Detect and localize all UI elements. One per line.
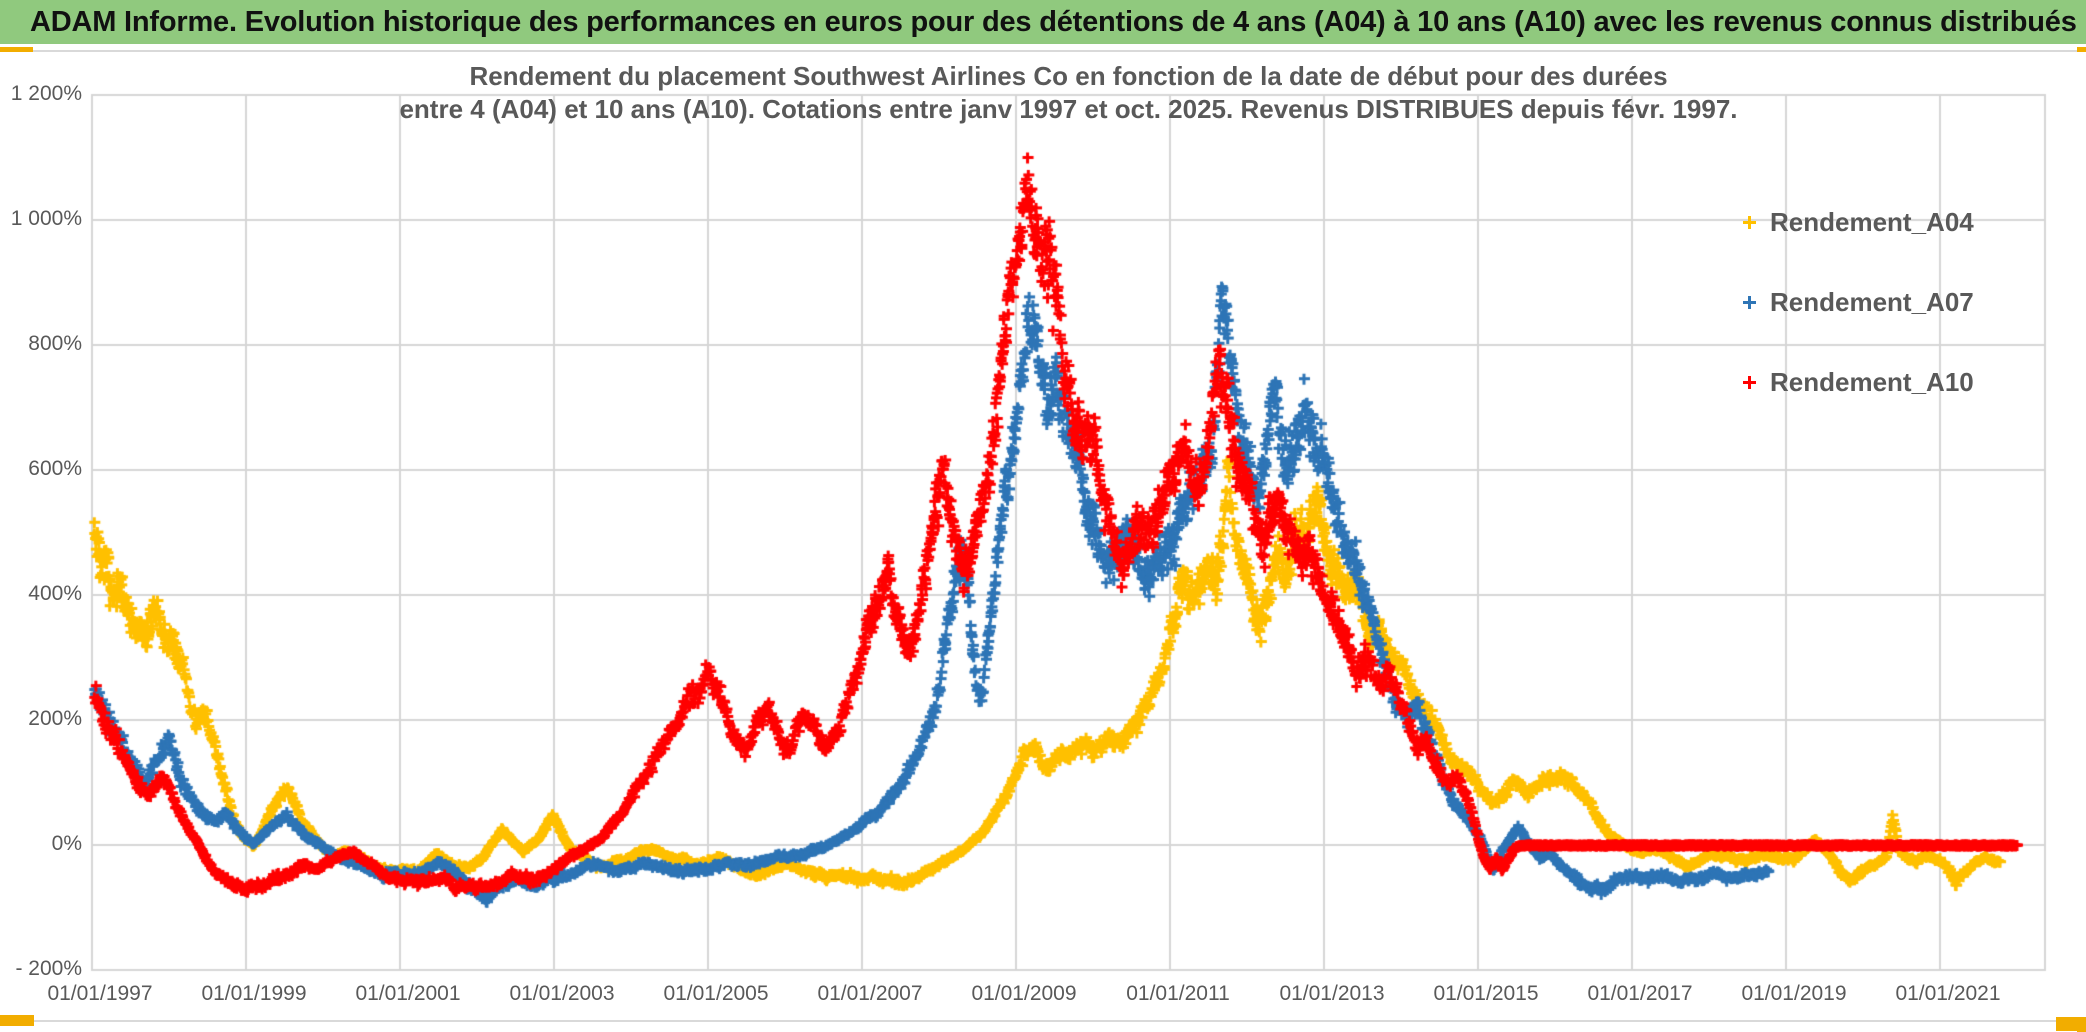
legend-item-rendement_a04[interactable]: Rendement_A04 bbox=[1742, 205, 1974, 239]
plot-area[interactable] bbox=[0, 52, 2086, 1020]
legend-label: Rendement_A10 bbox=[1770, 366, 1974, 397]
x-axis-label: 01/01/2005 bbox=[663, 982, 769, 1005]
chart-area: Rendement du placement Southwest Airline… bbox=[0, 52, 2086, 1020]
x-axis-label: 01/01/2019 bbox=[1741, 982, 1847, 1005]
x-axis-label: 01/01/1997 bbox=[47, 982, 153, 1005]
bottom-divider bbox=[0, 1020, 2086, 1022]
legend-label: Rendement_A04 bbox=[1770, 206, 1974, 237]
x-axis-label: 01/01/2001 bbox=[355, 982, 461, 1005]
x-axis-label: 01/01/2013 bbox=[1279, 982, 1385, 1005]
y-axis-label: 1 000% bbox=[10, 207, 82, 230]
y-axis-label: 200% bbox=[28, 707, 82, 730]
banner-title: ADAM Informe. Evolution historique des p… bbox=[30, 5, 2077, 38]
y-axis-label: 0% bbox=[51, 832, 82, 855]
x-axis-label: 01/01/2003 bbox=[509, 982, 615, 1005]
y-axis-label: 400% bbox=[28, 582, 82, 605]
plus-marker-icon bbox=[1742, 215, 1757, 230]
x-axis-label: 01/01/2009 bbox=[971, 982, 1077, 1005]
x-axis-label: 01/01/2011 bbox=[1126, 982, 1230, 1005]
x-axis-label: 01/01/2017 bbox=[1587, 982, 1693, 1005]
legend-item-rendement_a10[interactable]: Rendement_A10 bbox=[1742, 365, 1974, 399]
y-axis-label: 800% bbox=[28, 332, 82, 355]
plus-marker-icon bbox=[1742, 295, 1757, 310]
chart-title-line1: Rendement du placement Southwest Airline… bbox=[469, 61, 1668, 91]
top-divider bbox=[0, 50, 2086, 52]
gold-accent-top-left bbox=[0, 47, 33, 55]
plus-marker-icon bbox=[1742, 375, 1757, 390]
x-axis-label: 01/01/2007 bbox=[817, 982, 923, 1005]
legend-label: Rendement_A07 bbox=[1770, 286, 1974, 317]
title-banner: ADAM Informe. Evolution historique des p… bbox=[0, 0, 2086, 44]
y-axis-label: 600% bbox=[28, 457, 82, 480]
chart-title: Rendement du placement Southwest Airline… bbox=[92, 60, 2045, 126]
gold-accent-bottom-left bbox=[0, 1015, 34, 1026]
x-axis-label: 01/01/2021 bbox=[1895, 982, 2001, 1005]
y-axis-label: 1 200% bbox=[10, 82, 82, 105]
chart-title-line2: entre 4 (A04) et 10 ans (A10). Cotations… bbox=[399, 94, 1738, 124]
x-axis-label: 01/01/2015 bbox=[1433, 982, 1539, 1005]
y-axis-label: - 200% bbox=[15, 957, 82, 980]
legend-item-rendement_a07[interactable]: Rendement_A07 bbox=[1742, 285, 1974, 319]
gold-accent-bottom-right bbox=[2056, 1017, 2086, 1031]
x-axis-label: 01/01/1999 bbox=[201, 982, 307, 1005]
